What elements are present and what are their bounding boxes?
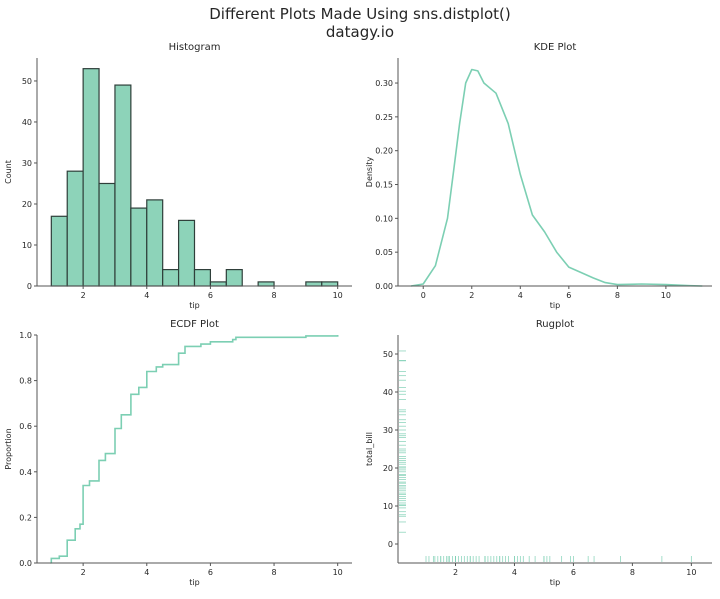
x-tick-label: 0 (421, 291, 426, 300)
x-tick-label: 2 (469, 291, 474, 300)
x-tick-label: 6 (208, 291, 213, 300)
x-tick-label: 8 (615, 291, 620, 300)
x-tick-label: 6 (571, 568, 576, 577)
y-axis-label: total_bill (365, 432, 374, 466)
y-tick-label: 0.4 (19, 468, 32, 477)
histogram-bar (50, 215, 68, 287)
x-tick-label: 10 (661, 291, 671, 300)
x-tick-label: 4 (144, 568, 149, 577)
histogram-bar (225, 268, 243, 287)
x-tick-label: 2 (81, 568, 86, 577)
x-tick-label: 10 (333, 291, 343, 300)
y-tick-label: 20 (383, 464, 393, 473)
kde-line (410, 68, 703, 287)
x-tick-label: 2 (81, 291, 86, 300)
y-tick-label: 0.05 (375, 248, 393, 257)
y-tick-label: 0.20 (375, 147, 393, 156)
y-tick-label: 10 (383, 502, 393, 511)
y-axis-label: Density (365, 157, 374, 188)
rugplot-panel: Rugplot 2 4 6 8 10 0 10 20 30 40 50 tip total_bill (365, 319, 712, 587)
y-tick-label: 0.6 (19, 422, 32, 431)
x-tick-label: 4 (512, 568, 517, 577)
y-tick-label: 0.8 (19, 377, 32, 386)
x-axis-label: tip (189, 578, 199, 587)
y-tick-label: 0.10 (375, 214, 393, 223)
y-tick-label: 0.2 (19, 513, 32, 522)
x-tick-label: 4 (518, 291, 523, 300)
x-tick-label: 8 (271, 568, 276, 577)
y-tick-label: 40 (22, 118, 32, 127)
x-axis-label: tip (550, 301, 560, 310)
panel-title: ECDF Plot (170, 319, 219, 330)
y-tick-label: 30 (22, 159, 32, 168)
x-tick-label: 6 (208, 568, 213, 577)
figure-title: Different Plots Made Using sns.distplot(… (209, 5, 511, 23)
ecdf-line (50, 335, 339, 564)
x-tick-label: 4 (144, 291, 149, 300)
panel-title: Rugplot (536, 319, 574, 330)
x-tick-label: 10 (686, 568, 696, 577)
x-tick-label: 6 (566, 291, 571, 300)
histogram-bar (177, 219, 196, 287)
x-axis-label: tip (189, 301, 199, 310)
y-tick-label: 50 (22, 77, 32, 86)
y-axis-label: Proportion (4, 428, 13, 469)
histogram-bar (321, 281, 339, 287)
y-tick-label: 1.0 (19, 331, 32, 340)
y-tick-label: 20 (22, 200, 32, 209)
y-tick-label: 30 (383, 426, 393, 435)
y-tick-label: 40 (383, 388, 393, 397)
histogram-bar (257, 281, 275, 287)
y-tick-label: 10 (22, 241, 32, 250)
histogram-bar (82, 68, 100, 287)
y-tick-label: 50 (383, 350, 393, 359)
x-tick-label: 8 (271, 291, 276, 300)
x-axis-label: tip (550, 578, 560, 587)
x-tick-label: 8 (630, 568, 635, 577)
histogram-bar (130, 207, 148, 287)
y-tick-label: 0 (388, 540, 393, 549)
histogram-panel: Histogram 2 4 6 8 10 0 10 20 30 40 50 tip Count (4, 42, 352, 310)
y-axis-label: Count (4, 160, 13, 184)
histogram-bar (305, 281, 323, 287)
histogram-bar (162, 268, 180, 287)
figure-subtitle: datagy.io (326, 23, 394, 41)
histogram-bar (66, 170, 84, 287)
y-tick-label: 0.30 (375, 79, 393, 88)
histogram-bar (98, 182, 116, 287)
x-tick-label: 10 (333, 568, 343, 577)
histogram-bar (209, 281, 227, 287)
y-tick-label: 0 (27, 282, 32, 291)
x-tick-label: 2 (453, 568, 458, 577)
y-tick-label: 0.25 (375, 113, 393, 122)
histogram-bar (114, 84, 132, 287)
histogram-bar (146, 199, 164, 287)
histogram-bar (193, 268, 212, 287)
panel-title: Histogram (169, 42, 221, 53)
ecdf-panel: ECDF Plot 2 4 6 8 10 0.0 0.2 0.4 0.6 0.8 1.0 tip Prop… (4, 319, 352, 587)
y-tick-label: 0.00 (375, 282, 393, 291)
y-tick-label: 0.15 (375, 181, 393, 190)
panel-title: KDE Plot (534, 42, 577, 53)
y-tick-label: 0.0 (19, 559, 32, 568)
kde-panel: KDE Plot 0 2 4 6 8 10 0.00 0.05 0.10 0.15 0.20 0.25 0… (365, 42, 712, 310)
